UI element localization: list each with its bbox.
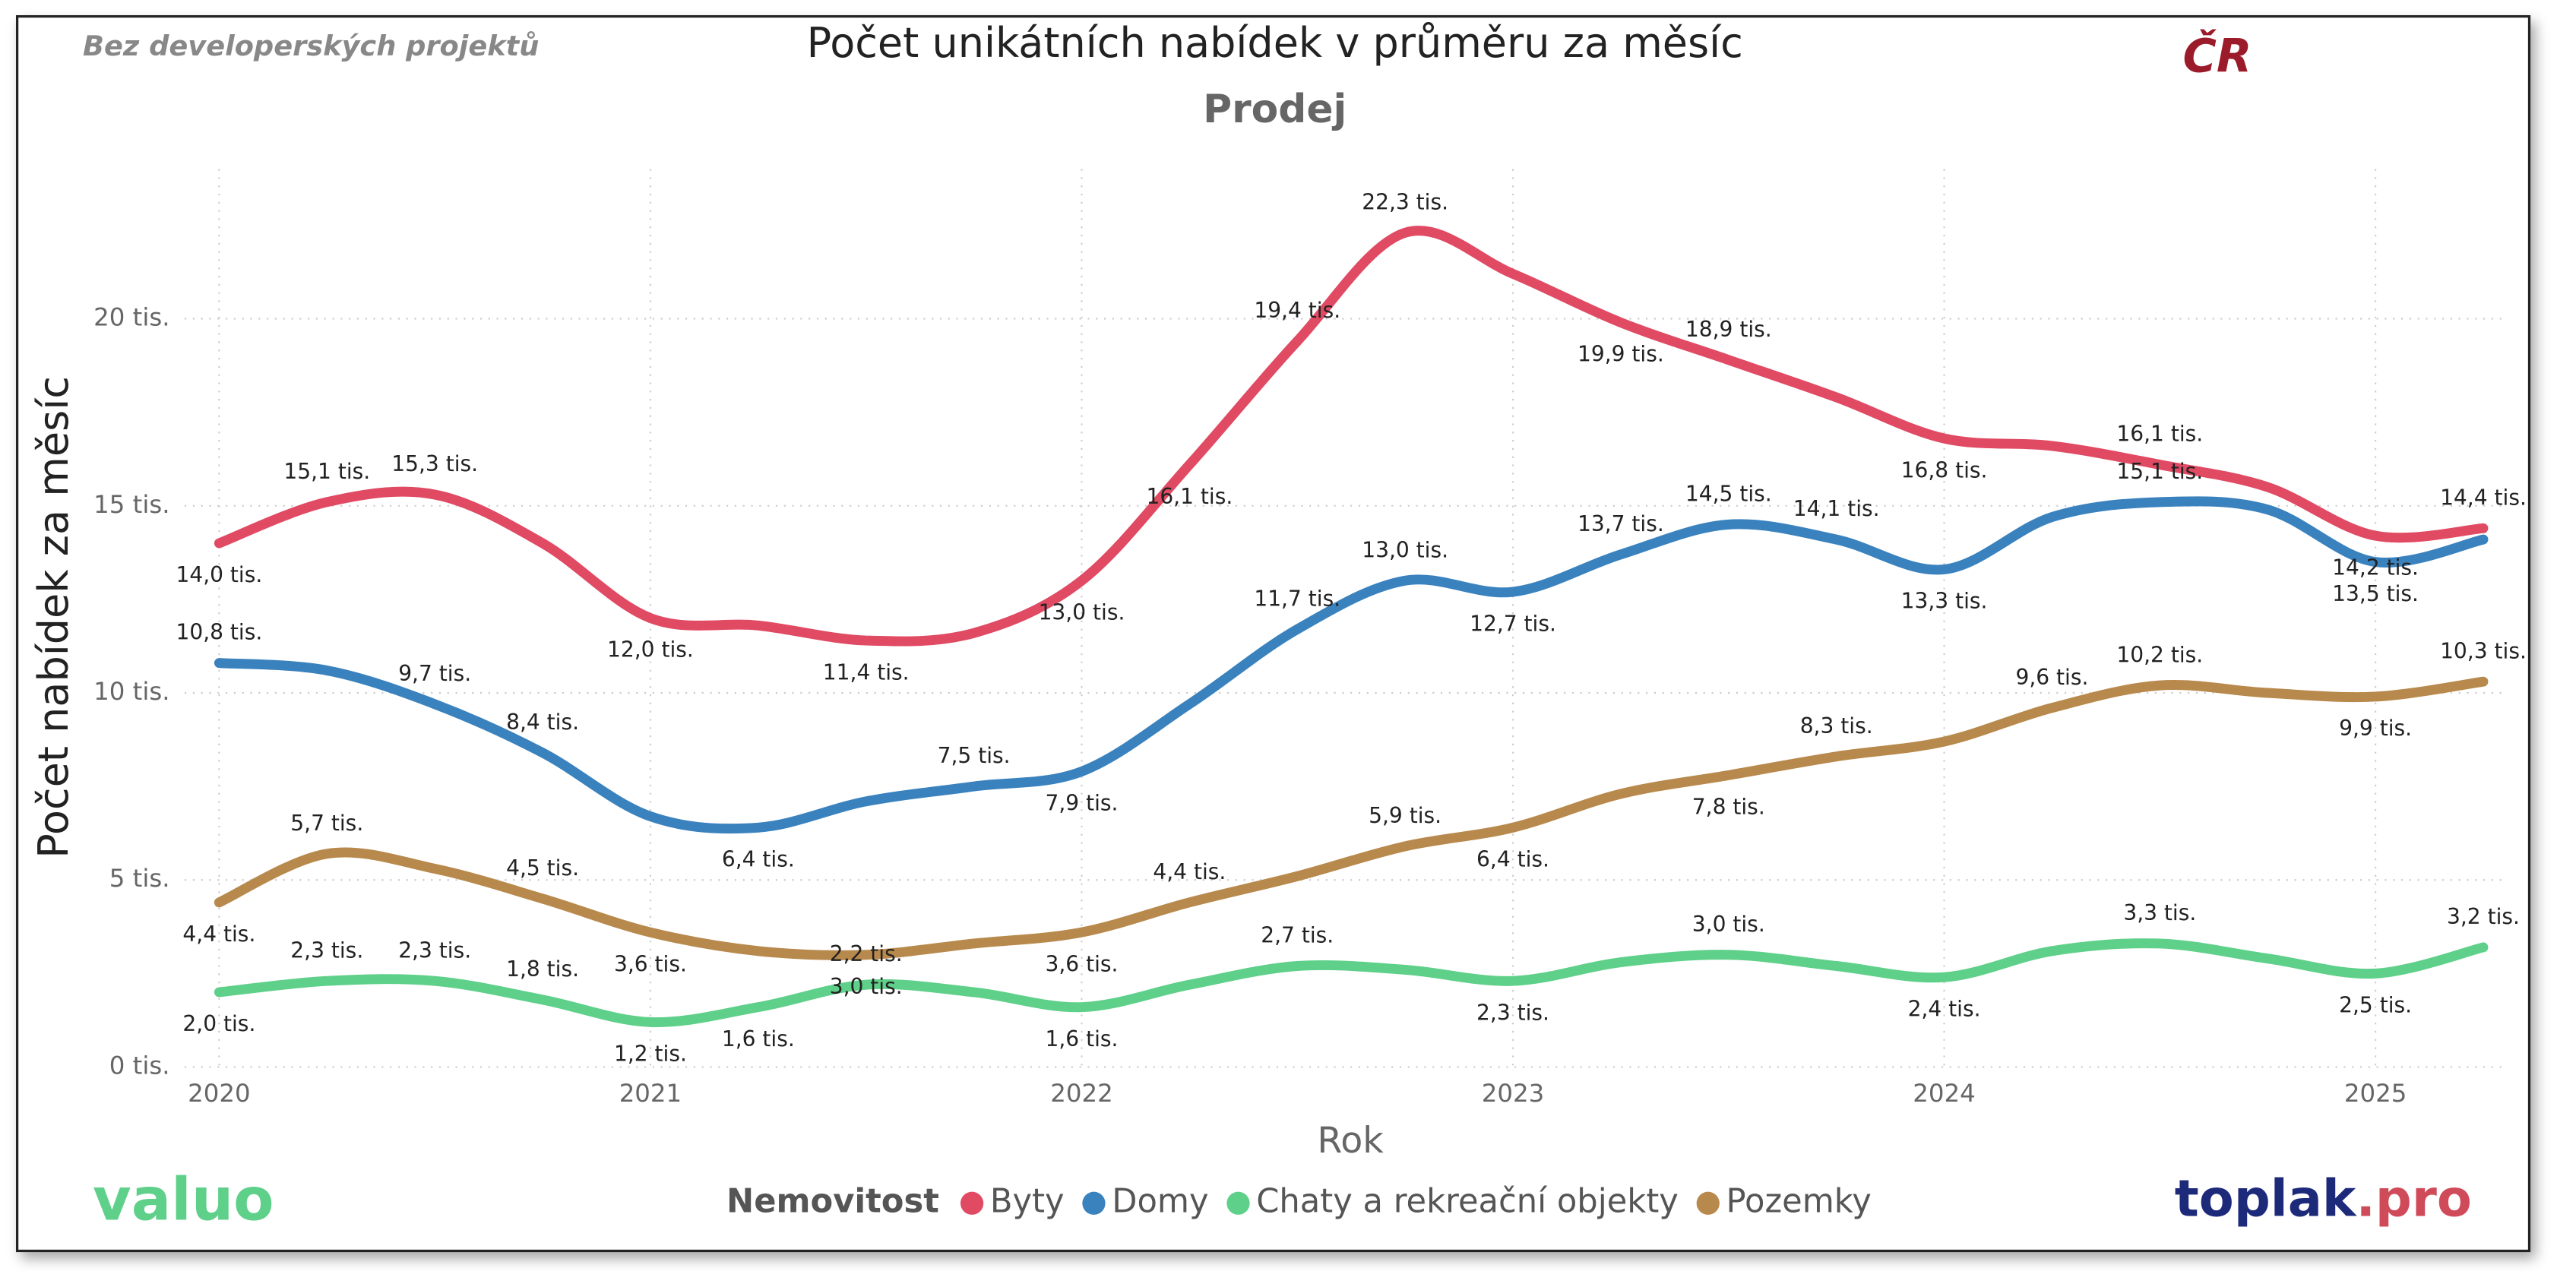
legend-label: Byty <box>990 1182 1065 1220</box>
data-label: 13,3 tis. <box>1901 589 1988 614</box>
legend-label: Chaty a rekreační objekty <box>1256 1182 1679 1220</box>
data-label: 2,5 tis. <box>2339 993 2412 1018</box>
data-label: 3,3 tis. <box>2123 900 2196 925</box>
data-label: 16,1 tis. <box>2116 422 2203 447</box>
data-label: 15,1 tis. <box>283 459 370 484</box>
y-tick-label: 0 tis. <box>109 1051 170 1080</box>
y-axis-title: Počet nabídek za měsíc <box>30 376 78 859</box>
x-tick-label: 2024 <box>1913 1079 1975 1108</box>
data-label: 2,7 tis. <box>1261 923 1334 948</box>
line <box>214 676 2489 960</box>
data-label: 10,2 tis. <box>2116 642 2203 667</box>
data-label: 3,6 tis. <box>614 951 687 976</box>
x-tick-label: 2023 <box>1482 1079 1544 1108</box>
data-label: 9,7 tis. <box>398 661 471 686</box>
legend-marker <box>960 1191 984 1215</box>
region: ČR <box>2182 29 2252 83</box>
data-label: 13,5 tis. <box>2332 581 2419 606</box>
y-tick-label: 15 tis. <box>93 490 169 519</box>
data-label: 2,2 tis. <box>830 941 903 966</box>
logo-left: valuo <box>93 1165 274 1234</box>
data-label: 11,4 tis. <box>823 659 910 685</box>
grid <box>184 169 2505 1068</box>
data-label: 14,5 tis. <box>1685 482 1772 507</box>
legend-label: Domy <box>1112 1182 1208 1220</box>
data-label: 6,4 tis. <box>1476 847 1549 872</box>
data-label: 2,0 tis. <box>182 1011 255 1036</box>
y-tick-label: 20 tis. <box>93 303 169 332</box>
data-label: 13,0 tis. <box>1362 537 1448 562</box>
y-tick-label: 5 tis. <box>109 864 170 893</box>
logo-right-main: toplak <box>2175 1168 2357 1228</box>
data-label: 14,0 tis. <box>176 562 262 587</box>
legend-marker <box>1226 1191 1250 1215</box>
data-label: 5,7 tis. <box>290 811 363 836</box>
data-label: 16,1 tis. <box>1146 484 1233 509</box>
data-label: 18,9 tis. <box>1685 317 1772 342</box>
data-label: 8,4 tis. <box>506 710 579 735</box>
line <box>214 496 2489 834</box>
note: Bez developerských projektů <box>83 30 539 62</box>
line <box>214 938 2489 1027</box>
line <box>214 226 2489 647</box>
data-label: 22,3 tis. <box>1362 189 1448 214</box>
data-label: 16,8 tis. <box>1901 457 1988 482</box>
data-label: 2,3 tis. <box>398 938 471 963</box>
data-label: 2,3 tis. <box>1476 1000 1549 1025</box>
chart-subtitle: Prodej <box>1203 87 1347 132</box>
y-tick-label: 10 tis. <box>93 677 169 706</box>
data-label: 4,4 tis. <box>1153 859 1226 884</box>
data-label: 15,1 tis. <box>2116 459 2203 484</box>
x-axis-title: Rok <box>1317 1120 1384 1162</box>
data-label: 19,4 tis. <box>1254 298 1340 323</box>
data-label: 3,0 tis. <box>1692 912 1765 937</box>
data-label: 3,2 tis. <box>2447 904 2520 929</box>
data-label: 1,8 tis. <box>506 957 579 982</box>
data-label: 7,9 tis. <box>1046 791 1119 816</box>
data-label: 3,6 tis. <box>1046 951 1119 976</box>
data-label: 7,5 tis. <box>938 743 1011 768</box>
legend-title: Nemovitost <box>726 1182 939 1220</box>
data-label: 7,8 tis. <box>1692 795 1765 820</box>
data-label: 9,9 tis. <box>2339 716 2412 741</box>
x-tick-label: 2022 <box>1050 1079 1112 1108</box>
data-label: 3,0 tis. <box>830 974 903 999</box>
data-label: 4,4 tis. <box>182 922 255 947</box>
x-tick-label: 2021 <box>619 1079 682 1108</box>
data-label: 11,7 tis. <box>1254 586 1340 611</box>
data-label: 2,3 tis. <box>290 938 363 963</box>
data-label: 1,6 tis. <box>1046 1026 1119 1051</box>
chart-title: Počet unikátních nabídek v průměru za mě… <box>807 19 1743 67</box>
data-label: 6,4 tis. <box>722 847 795 872</box>
legend: Nemovitost Byty Domy Chaty a rekreační obje… <box>726 1182 1872 1220</box>
data-label: 1,2 tis. <box>614 1042 687 1067</box>
legend-marker <box>1082 1191 1106 1215</box>
data-label: 9,6 tis. <box>2015 665 2088 690</box>
legend-marker <box>1696 1191 1720 1215</box>
x-tick-label: 2020 <box>188 1079 250 1108</box>
data-label: 1,6 tis. <box>722 1026 795 1051</box>
logo-right-suffix: .pro <box>2356 1168 2471 1228</box>
data-label: 13,0 tis. <box>1039 599 1125 625</box>
data-label: 14,1 tis. <box>1793 496 1880 521</box>
x-tick-label: 2025 <box>2344 1079 2407 1108</box>
data-label: 5,9 tis. <box>1369 803 1441 828</box>
data-label: 14,2 tis. <box>2332 555 2419 580</box>
frame <box>15 14 2531 1253</box>
data-label: 10,8 tis. <box>176 620 262 645</box>
data-label: 12,7 tis. <box>1470 611 1556 636</box>
data-label: 13,7 tis. <box>1578 511 1664 536</box>
logo-right: toplak.pro <box>2175 1168 2472 1228</box>
data-label: 19,9 tis. <box>1578 342 1664 367</box>
data-label: 4,5 tis. <box>506 855 579 881</box>
data-label: 2,4 tis. <box>1908 996 1981 1021</box>
data-label: 8,3 tis. <box>1800 713 1873 738</box>
data-label: 12,0 tis. <box>607 637 694 662</box>
data-label: 10,3 tis. <box>2440 638 2527 663</box>
data-label: 14,4 tis. <box>2440 485 2527 510</box>
data-label: 15,3 tis. <box>391 451 478 476</box>
legend-label: Pozemky <box>1726 1182 1872 1220</box>
